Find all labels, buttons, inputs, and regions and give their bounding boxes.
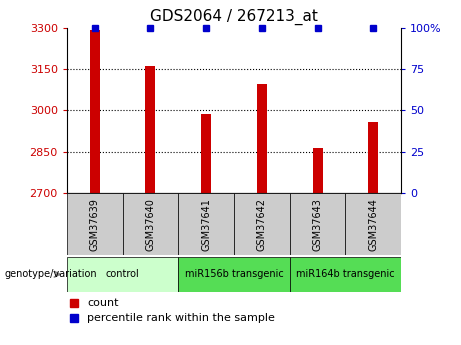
Bar [123, 193, 178, 255]
Text: GSM37640: GSM37640 [145, 198, 155, 251]
Bar [257, 84, 267, 193]
Bar [178, 193, 234, 255]
Text: GSM37644: GSM37644 [368, 198, 378, 251]
Bar [178, 257, 290, 292]
Text: GSM37641: GSM37641 [201, 198, 211, 251]
Bar [90, 30, 100, 193]
Bar [313, 148, 323, 193]
Bar [145, 66, 155, 193]
Text: count: count [87, 298, 118, 308]
Text: miR164b transgenic: miR164b transgenic [296, 269, 395, 279]
Bar [345, 193, 401, 255]
Text: GSM37643: GSM37643 [313, 198, 323, 251]
Bar [290, 193, 345, 255]
Text: percentile rank within the sample: percentile rank within the sample [87, 313, 275, 323]
Bar [368, 122, 378, 193]
Title: GDS2064 / 267213_at: GDS2064 / 267213_at [150, 9, 318, 25]
Text: GSM37639: GSM37639 [90, 198, 100, 251]
Bar [67, 257, 178, 292]
Bar [290, 257, 401, 292]
Bar [234, 193, 290, 255]
Text: miR156b transgenic: miR156b transgenic [184, 269, 284, 279]
Bar [67, 193, 123, 255]
Bar [201, 114, 211, 193]
Text: GSM37642: GSM37642 [257, 198, 267, 251]
Text: control: control [106, 269, 139, 279]
Text: genotype/variation: genotype/variation [5, 269, 97, 279]
